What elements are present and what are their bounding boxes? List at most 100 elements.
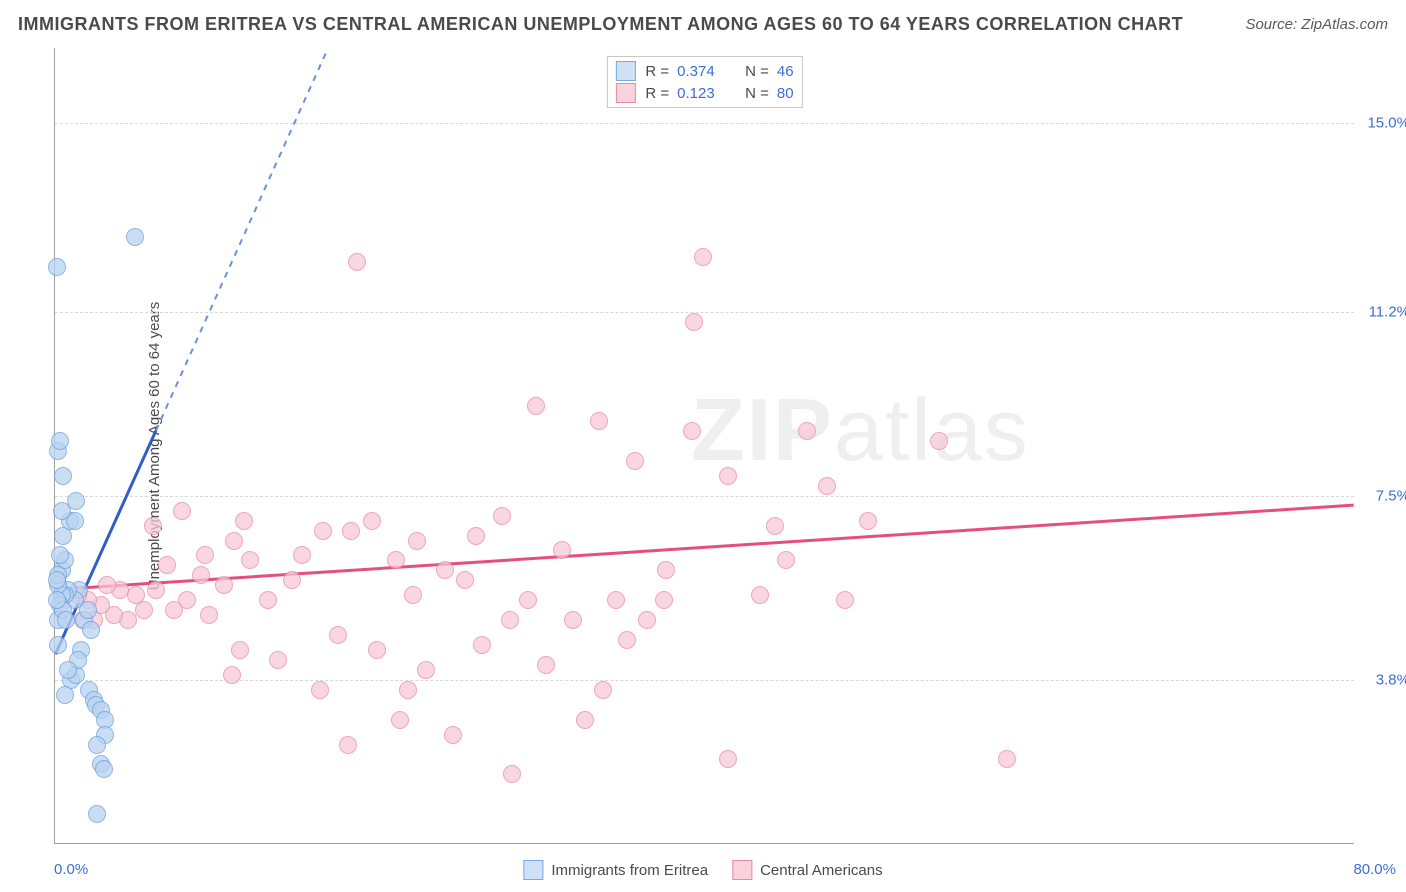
scatter-point-pink: [503, 765, 521, 783]
scatter-point-pink: [683, 422, 701, 440]
scatter-point-pink: [930, 432, 948, 450]
scatter-point-blue: [51, 432, 69, 450]
scatter-point-pink: [859, 512, 877, 530]
scatter-point-pink: [314, 522, 332, 540]
gridline: [55, 496, 1354, 497]
scatter-point-pink: [215, 576, 233, 594]
scatter-point-pink: [444, 726, 462, 744]
legend-top-row-2: R = 0.123 N = 80: [615, 83, 793, 103]
scatter-point-blue: [49, 636, 67, 654]
scatter-point-pink: [607, 591, 625, 609]
n-label: N =: [745, 85, 769, 102]
scatter-point-pink: [348, 253, 366, 271]
scatter-point-pink: [165, 601, 183, 619]
scatter-point-pink: [192, 566, 210, 584]
legend-item-series-1: Immigrants from Eritrea: [523, 860, 708, 880]
scatter-point-blue: [48, 571, 66, 589]
scatter-point-pink: [594, 681, 612, 699]
scatter-point-pink: [417, 661, 435, 679]
scatter-point-pink: [259, 591, 277, 609]
scatter-point-pink: [235, 512, 253, 530]
source-attribution: Source: ZipAtlas.com: [1245, 16, 1388, 33]
scatter-point-blue: [54, 467, 72, 485]
scatter-point-pink: [694, 248, 712, 266]
r-value: 0.374: [677, 63, 725, 80]
scatter-point-pink: [269, 651, 287, 669]
scatter-point-pink: [408, 532, 426, 550]
scatter-point-pink: [158, 556, 176, 574]
scatter-point-pink: [387, 551, 405, 569]
scatter-point-pink: [798, 422, 816, 440]
scatter-point-pink: [363, 512, 381, 530]
scatter-point-pink: [225, 532, 243, 550]
scatter-point-pink: [339, 736, 357, 754]
scatter-point-blue: [82, 621, 100, 639]
legend-top-row-1: R =0.374N =46: [615, 61, 793, 81]
r-label: R =: [645, 63, 669, 80]
scatter-point-pink: [553, 541, 571, 559]
gridline: [55, 680, 1354, 681]
scatter-point-pink: [311, 681, 329, 699]
gridline: [55, 312, 1354, 313]
scatter-point-pink: [657, 561, 675, 579]
scatter-point-pink: [655, 591, 673, 609]
scatter-point-pink: [626, 452, 644, 470]
y-tick-label: 15.0%: [1367, 114, 1406, 131]
scatter-point-pink: [719, 750, 737, 768]
scatter-point-pink: [537, 656, 555, 674]
scatter-point-pink: [329, 626, 347, 644]
scatter-point-pink: [751, 586, 769, 604]
scatter-point-pink: [436, 561, 454, 579]
scatter-point-pink: [456, 571, 474, 589]
chart-title: IMMIGRANTS FROM ERITREA VS CENTRAL AMERI…: [18, 14, 1183, 35]
watermark-text: ZIPatlas: [691, 379, 1030, 481]
legend-item-series-2: Central Americans: [732, 860, 883, 880]
scatter-point-pink: [368, 641, 386, 659]
scatter-point-pink: [293, 546, 311, 564]
legend-bottom: Immigrants from Eritrea Central American…: [523, 860, 882, 880]
scatter-point-blue: [51, 546, 69, 564]
scatter-point-blue: [88, 736, 106, 754]
r-value: 0.123: [677, 85, 725, 102]
scatter-point-pink: [836, 591, 854, 609]
n-value: 80: [777, 85, 794, 102]
r-label: R =: [645, 85, 669, 102]
scatter-point-pink: [241, 551, 259, 569]
scatter-point-pink: [391, 711, 409, 729]
scatter-point-pink: [818, 477, 836, 495]
y-tick-label: 7.5%: [1376, 487, 1406, 504]
scatter-point-pink: [399, 681, 417, 699]
scatter-point-pink: [283, 571, 301, 589]
scatter-point-pink: [777, 551, 795, 569]
scatter-point-pink: [467, 527, 485, 545]
scatter-point-blue: [88, 805, 106, 823]
x-tick-max: 80.0%: [1353, 861, 1396, 878]
scatter-point-pink: [719, 467, 737, 485]
scatter-point-pink: [576, 711, 594, 729]
scatter-point-blue: [53, 502, 71, 520]
scatter-point-pink: [564, 611, 582, 629]
scatter-point-pink: [98, 576, 116, 594]
scatter-point-pink: [144, 517, 162, 535]
scatter-point-blue: [79, 601, 97, 619]
scatter-point-blue: [57, 611, 75, 629]
scatter-point-pink: [519, 591, 537, 609]
scatter-point-pink: [473, 636, 491, 654]
scatter-point-pink: [127, 586, 145, 604]
legend-label-series-2: Central Americans: [760, 862, 883, 879]
legend-top: R =0.374N =46R =0.123N =80: [606, 56, 802, 108]
legend-swatch: [615, 83, 635, 103]
legend-swatch-pink: [732, 860, 752, 880]
legend-swatch: [615, 61, 635, 81]
scatter-point-pink: [147, 581, 165, 599]
scatter-point-pink: [766, 517, 784, 535]
scatter-point-pink: [685, 313, 703, 331]
y-tick-label: 3.8%: [1376, 671, 1406, 688]
plot-area: ZIPatlas 3.8%7.5%11.2%15.0%R =0.374N =46…: [54, 48, 1354, 844]
n-label: N =: [745, 63, 769, 80]
scatter-point-pink: [638, 611, 656, 629]
y-tick-label: 11.2%: [1369, 303, 1406, 320]
scatter-point-blue: [126, 228, 144, 246]
x-tick-min: 0.0%: [54, 861, 88, 878]
scatter-point-blue: [56, 686, 74, 704]
